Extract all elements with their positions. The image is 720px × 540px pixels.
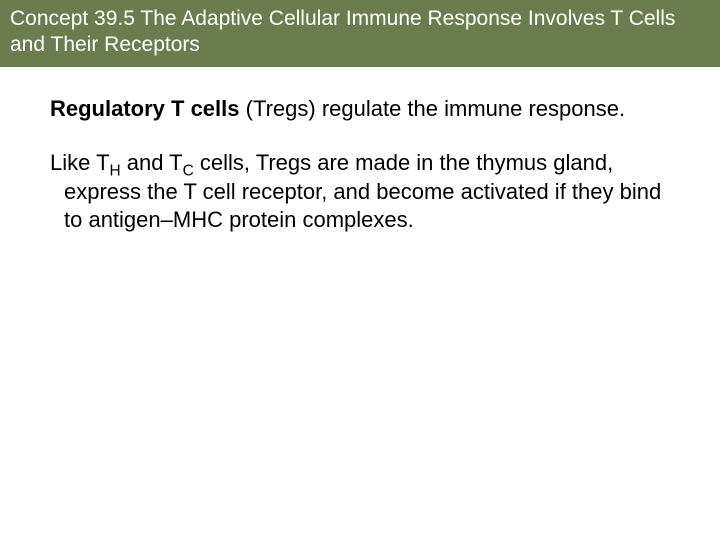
text-tregs-rest: regulate the immune response. bbox=[316, 96, 625, 121]
concept-header: Concept 39.5 The Adaptive Cellular Immun… bbox=[0, 0, 720, 67]
slide: Concept 39.5 The Adaptive Cellular Immun… bbox=[0, 0, 720, 540]
text-tregs-paren: (Tregs) bbox=[240, 96, 316, 121]
subscript-c: C bbox=[183, 162, 194, 179]
text-and-t: and T bbox=[121, 150, 183, 175]
paragraph-tregs-detail: Like TH and TC cells, Tregs are made in … bbox=[50, 149, 670, 235]
text-like-t: Like T bbox=[50, 150, 110, 175]
slide-body: Regulatory T cells (Tregs) regulate the … bbox=[0, 67, 720, 235]
term-regulatory-t-cells: Regulatory T cells bbox=[50, 96, 240, 121]
paragraph-tregs-intro: Regulatory T cells (Tregs) regulate the … bbox=[50, 95, 670, 124]
concept-title: Concept 39.5 The Adaptive Cellular Immun… bbox=[10, 6, 710, 59]
subscript-h: H bbox=[110, 162, 121, 179]
